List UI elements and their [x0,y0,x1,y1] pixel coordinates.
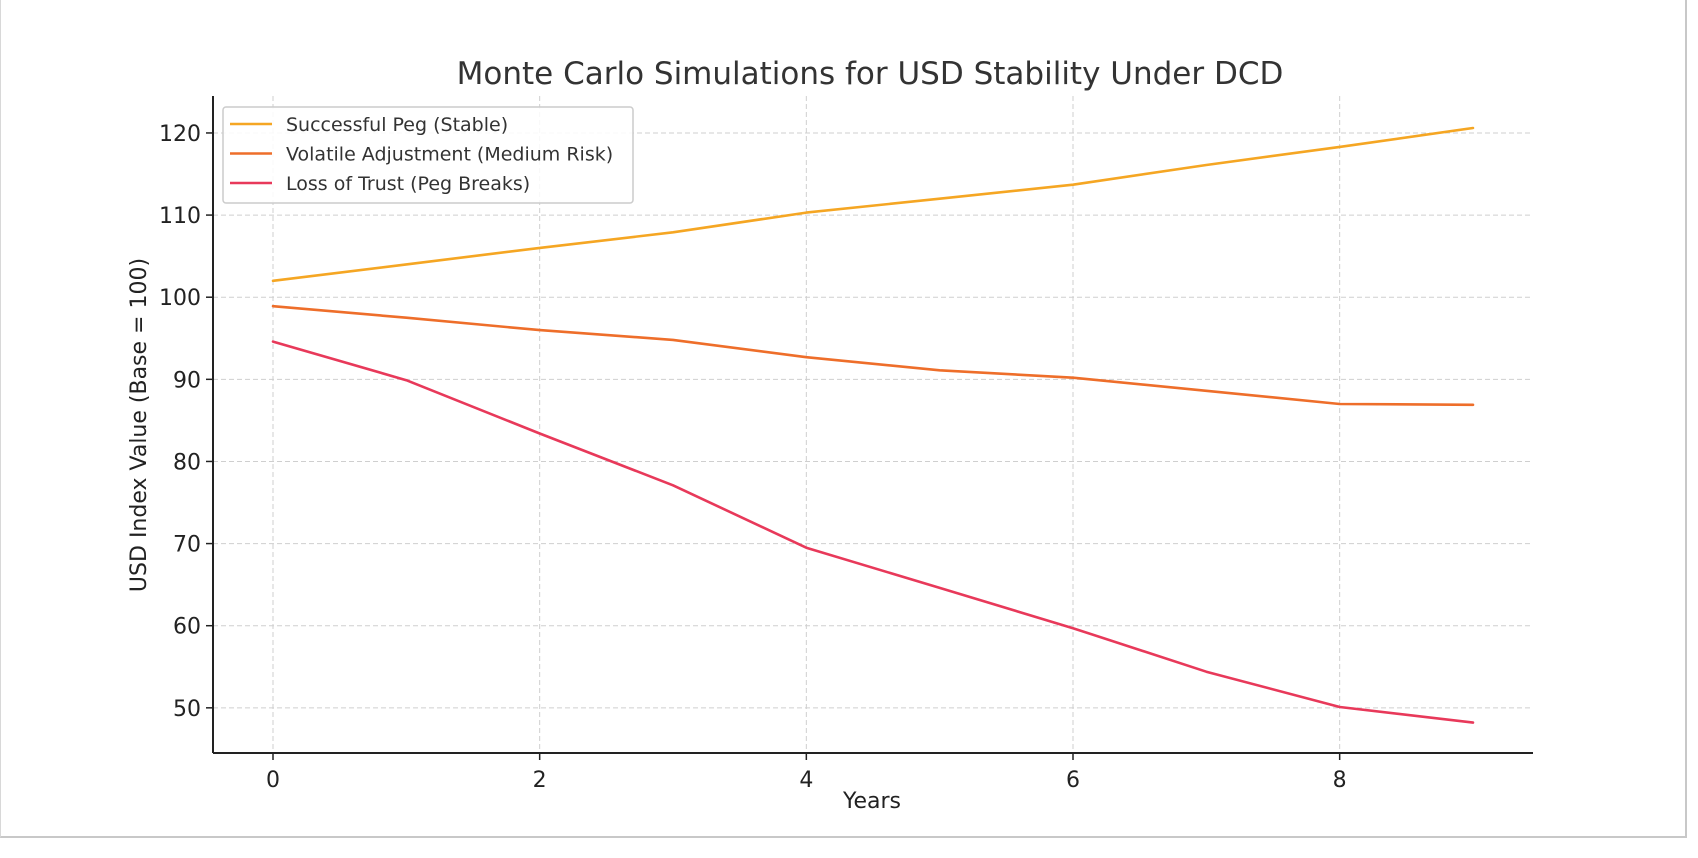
x-ticks: 0 2 4 6 8 [266,753,1347,793]
y-tick-label: 120 [159,122,201,147]
chart-title: Monte Carlo Simulations for USD Stabilit… [457,56,1284,92]
grid [213,96,1533,753]
y-tick-label: 100 [159,286,201,311]
figure-frame [0,0,1687,838]
y-ticks: 50 60 70 80 90 100 110 120 [159,122,213,722]
y-tick-label: 70 [173,533,201,558]
series-line-1 [271,126,1475,283]
x-tick-label: 8 [1333,768,1347,793]
x-tick-label: 2 [533,768,547,793]
y-tick-label: 110 [159,204,201,229]
legend-box [222,106,634,204]
y-tick-label: 90 [173,368,201,393]
legend: Successful Peg (Stable) Volatile Adjustme… [222,106,634,204]
x-tick-label: 0 [266,768,280,793]
x-tick-label: 4 [799,768,813,793]
legend-label-1: Successful Peg (Stable) [286,114,508,136]
legend-label-2: Volatile Adjustment (Medium Risk) [286,144,613,166]
x-axis-label: Years [842,789,901,814]
y-tick-label: 80 [173,450,201,475]
y-axis-label: USD Index Value (Base = 100) [127,258,152,592]
series-line-2 [271,304,1475,407]
series-line-3 [271,340,1475,724]
y-tick-label: 50 [173,697,201,722]
x-tick-label: 6 [1066,768,1080,793]
y-tick-label: 60 [173,615,201,640]
series-lines [271,126,1475,724]
legend-label-3: Loss of Trust (Peg Breaks) [286,173,530,195]
